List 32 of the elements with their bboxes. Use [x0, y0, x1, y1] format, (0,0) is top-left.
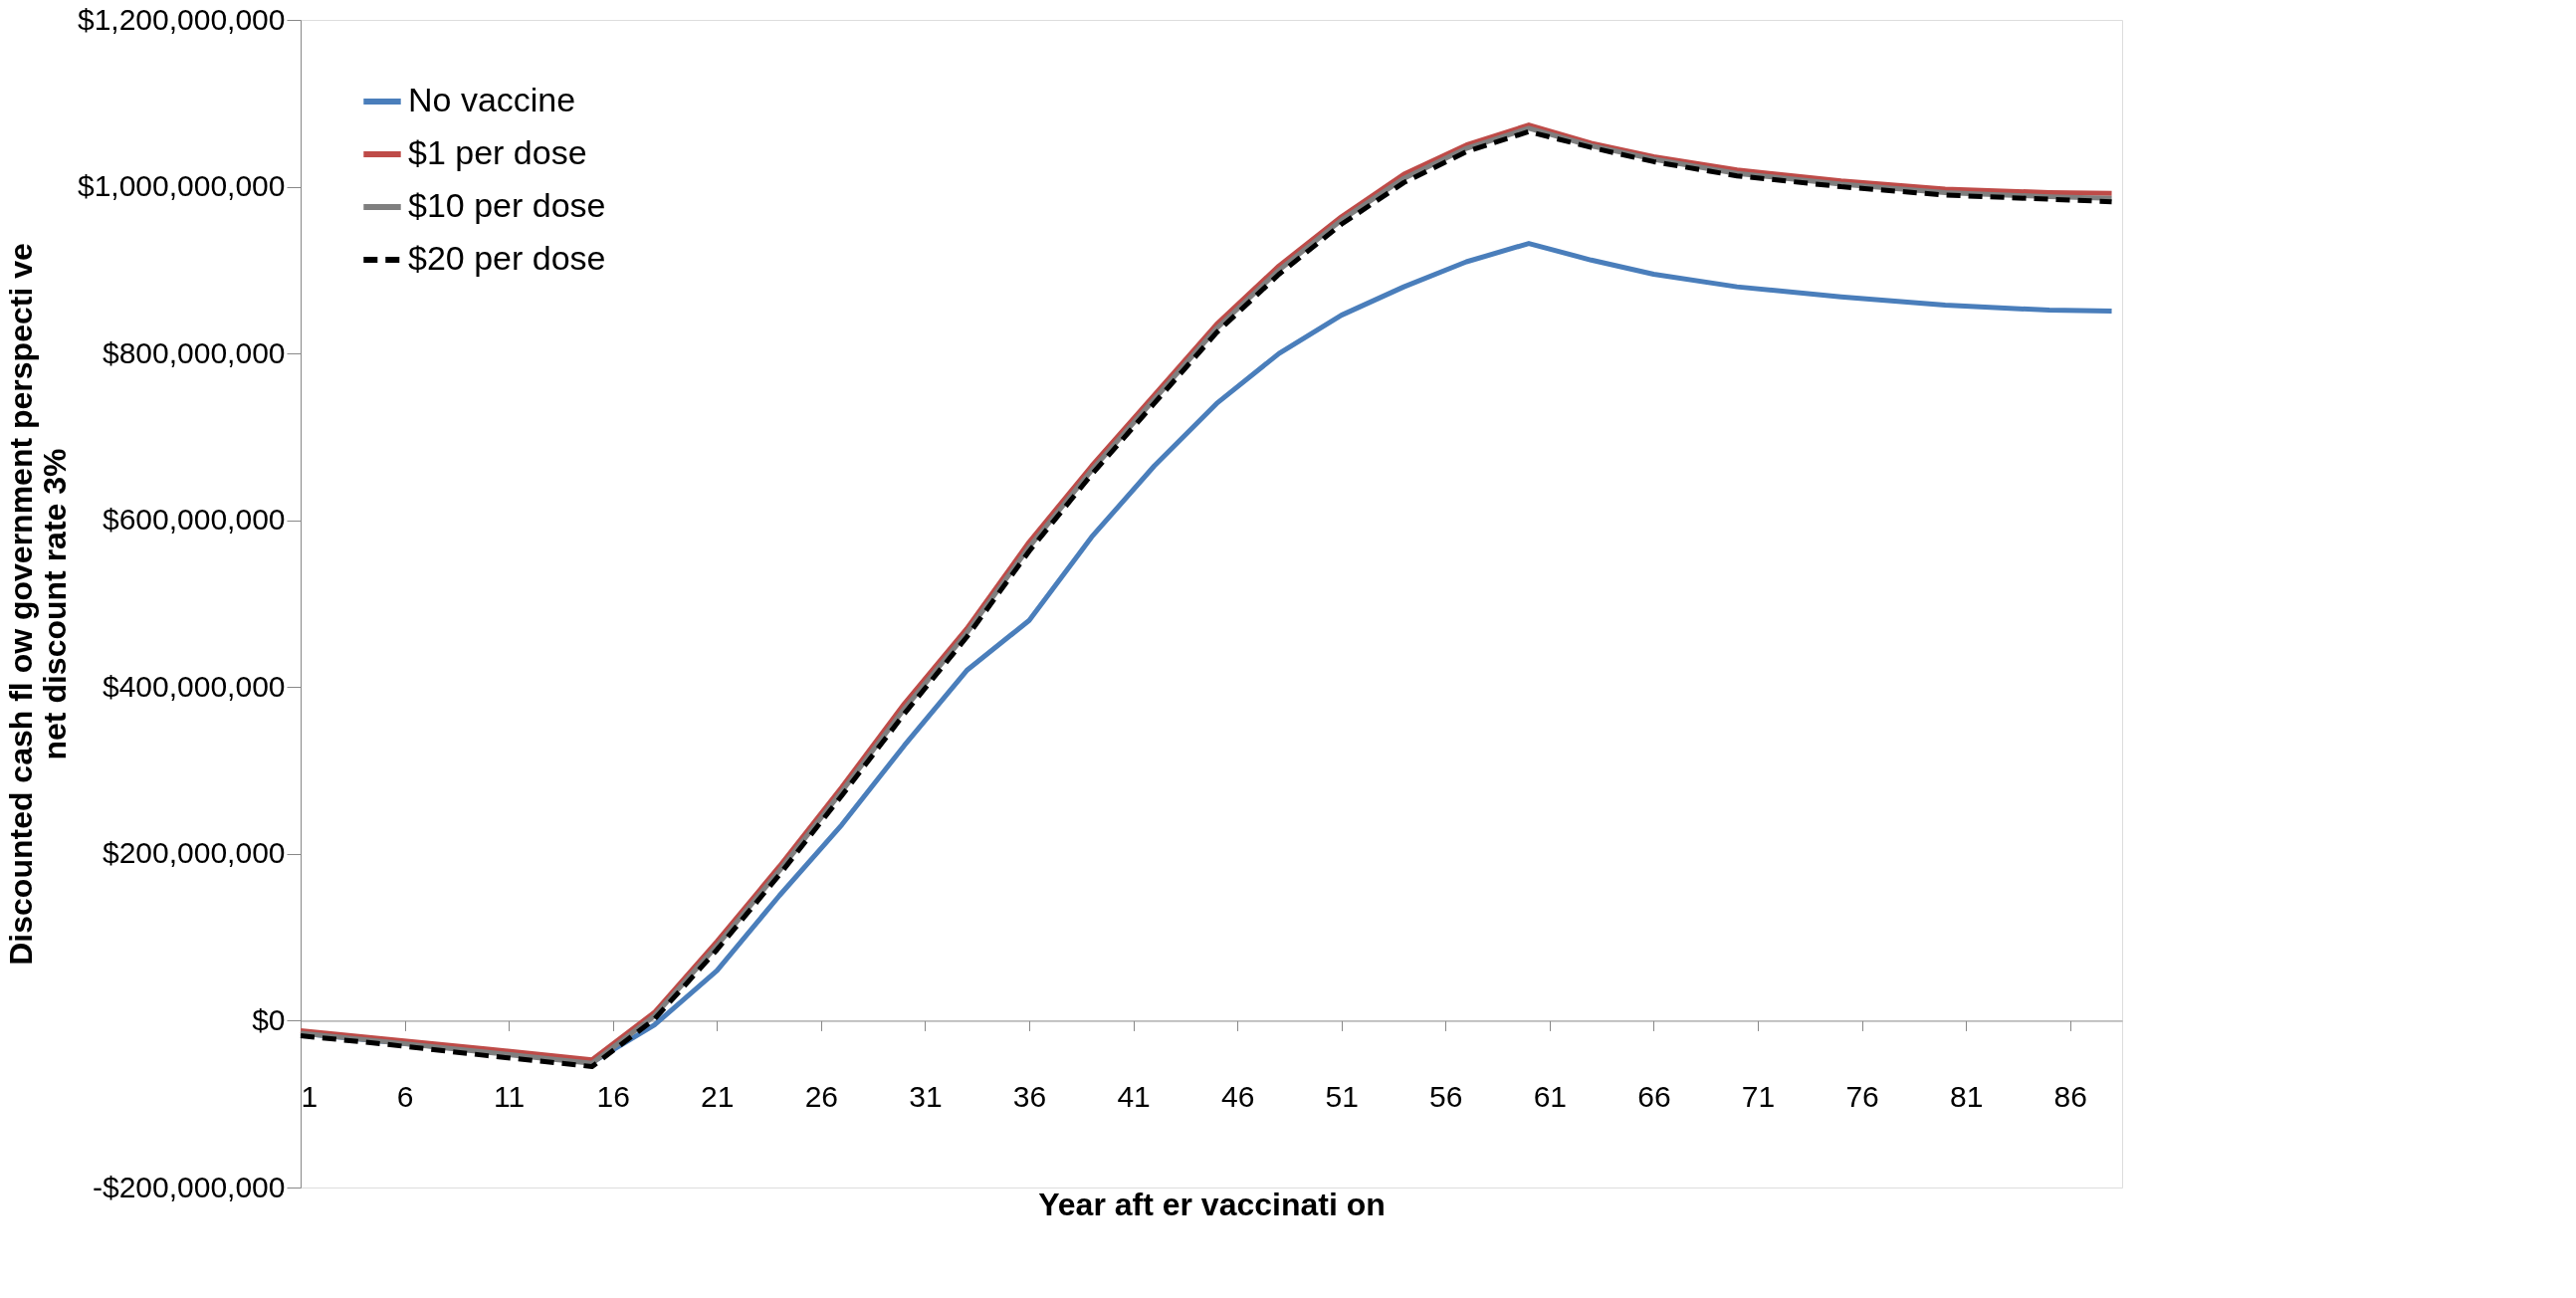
- legend-label: $20 per dose: [408, 239, 606, 277]
- x-tick-label: 46: [1220, 1079, 1255, 1113]
- x-tick-label: 71: [1741, 1079, 1776, 1113]
- x-tick-label: 61: [1533, 1079, 1568, 1113]
- x-tick-label: 76: [1845, 1079, 1879, 1113]
- legend-label: $1 per dose: [408, 133, 587, 171]
- x-tick-label: 11: [494, 1079, 526, 1113]
- y-tick-label: $400,000,000: [102, 669, 286, 703]
- x-tick-label: 16: [596, 1079, 630, 1113]
- y-tick-label: $600,000,000: [102, 503, 286, 537]
- y-tick-label: $1,000,000,000: [77, 169, 286, 203]
- x-tick-label: 6: [396, 1079, 414, 1113]
- x-tick-label: 66: [1637, 1079, 1671, 1113]
- x-tick-label: 86: [2053, 1079, 2087, 1113]
- x-tick-label: 56: [1429, 1079, 1463, 1113]
- x-tick-label: 41: [1117, 1079, 1151, 1113]
- y-tick-label: -$200,000,000: [92, 1170, 286, 1203]
- y-tick-label: $1,200,000,000: [77, 2, 286, 36]
- y-axis-title: Discounted cash fl ow government perspecti ve net discount rate 3%: [2, 243, 73, 966]
- y-tick-label: $800,000,000: [102, 335, 286, 369]
- x-tick-label: 36: [1012, 1079, 1047, 1113]
- y-tick-label: $0: [252, 1002, 286, 1036]
- x-tick-label: 81: [1949, 1079, 1984, 1113]
- x-tick-label: 26: [804, 1079, 839, 1113]
- legend-label: $10 per dose: [408, 186, 606, 224]
- x-axis-title: Year aft er vaccinati on: [1038, 1186, 1386, 1222]
- x-tick-label: 1: [301, 1079, 319, 1113]
- x-tick-label: 31: [909, 1079, 943, 1113]
- y-tick-label: $200,000,000: [102, 836, 286, 870]
- x-tick-label: 51: [1325, 1079, 1359, 1113]
- x-tick-label: 21: [701, 1079, 735, 1113]
- legend-label: No vaccine: [408, 81, 576, 118]
